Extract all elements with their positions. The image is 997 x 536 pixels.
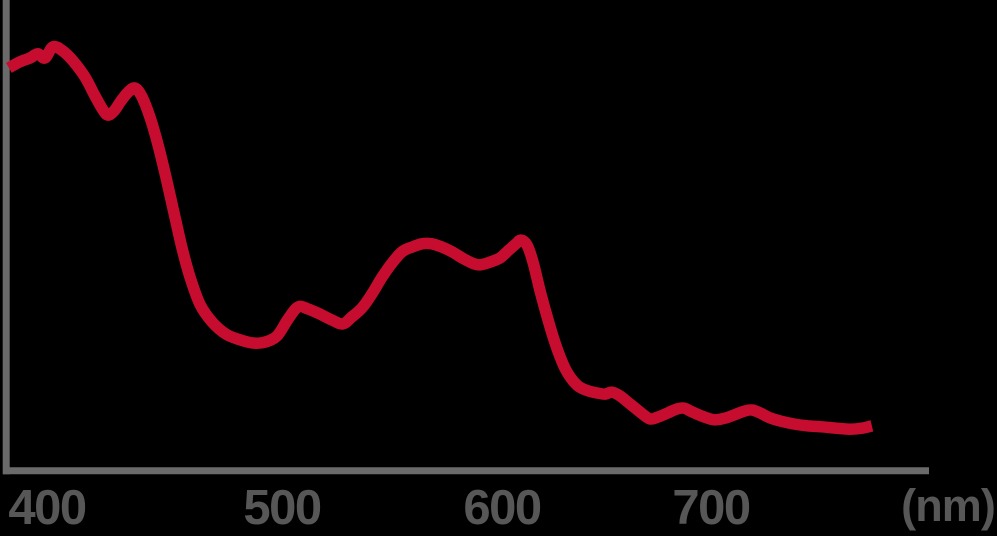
- x-tick-label-400: 400: [8, 481, 87, 535]
- x-axis-unit-label: (nm): [901, 480, 996, 531]
- spectrum-curve: [6, 40, 874, 435]
- x-tick-label-700: 700: [672, 481, 751, 535]
- x-tick-label-600: 600: [463, 481, 542, 535]
- x-tick-label-500: 500: [243, 481, 322, 535]
